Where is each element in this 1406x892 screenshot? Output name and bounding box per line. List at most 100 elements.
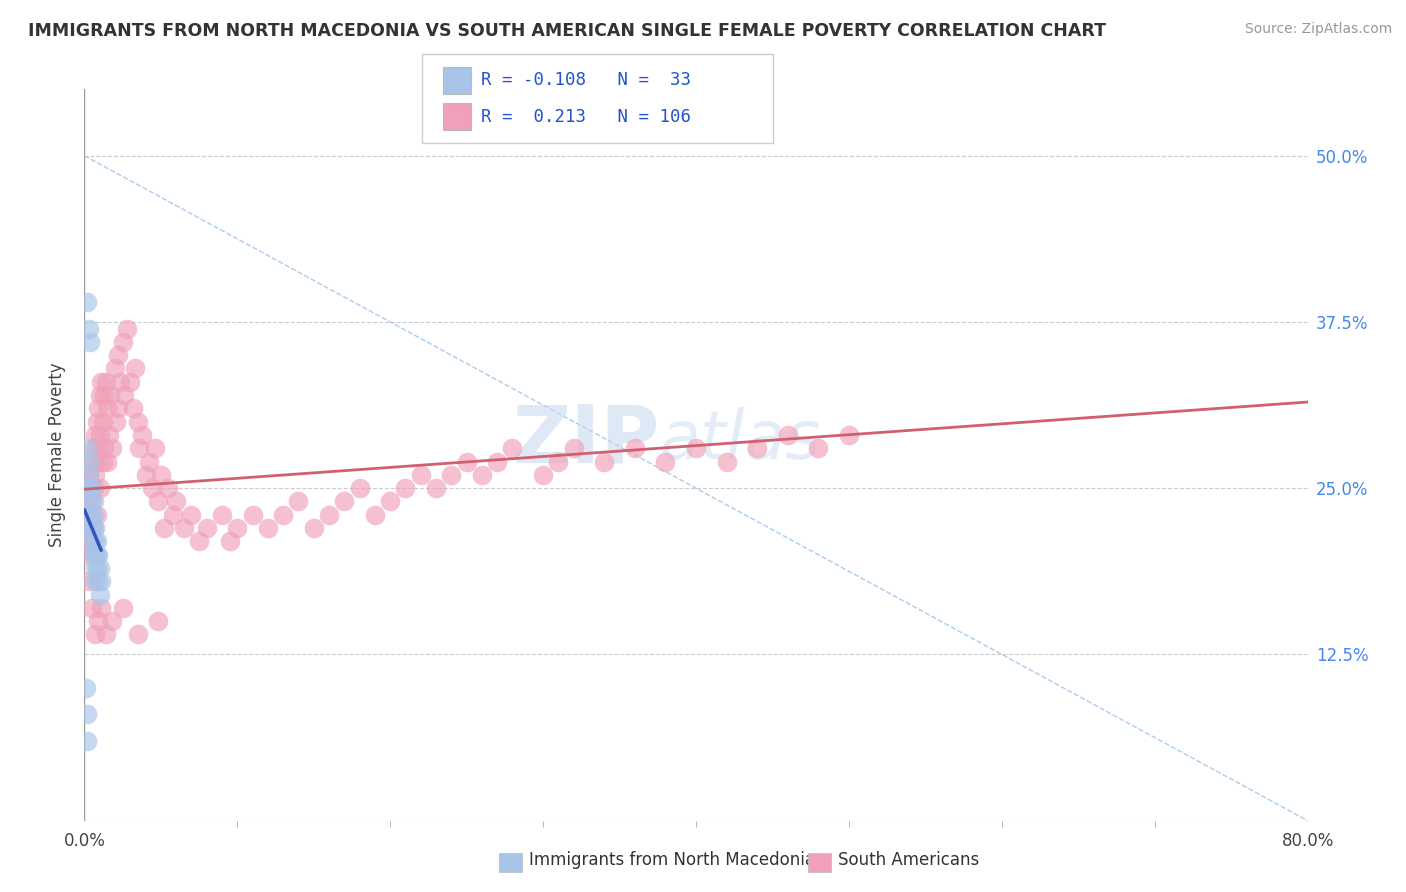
Y-axis label: Single Female Poverty: Single Female Poverty xyxy=(48,363,66,547)
Point xyxy=(486,454,509,468)
Point xyxy=(149,467,172,482)
Point xyxy=(84,561,107,575)
Point xyxy=(77,574,100,589)
Text: Source: ZipAtlas.com: Source: ZipAtlas.com xyxy=(1244,22,1392,37)
Text: ZIP: ZIP xyxy=(512,401,659,479)
Point xyxy=(80,481,103,495)
Point xyxy=(77,481,100,495)
Point xyxy=(108,375,131,389)
Point xyxy=(838,428,860,442)
Point xyxy=(218,534,240,549)
Point xyxy=(93,442,115,456)
Point xyxy=(547,454,569,468)
Point xyxy=(654,454,676,468)
Point xyxy=(122,401,145,416)
Point xyxy=(127,627,149,641)
Point xyxy=(89,481,111,495)
Point xyxy=(83,548,105,562)
Point xyxy=(80,454,103,468)
Point xyxy=(440,467,463,482)
Point xyxy=(97,428,120,442)
Text: IMMIGRANTS FROM NORTH MACEDONIA VS SOUTH AMERICAN SINGLE FEMALE POVERTY CORRELAT: IMMIGRANTS FROM NORTH MACEDONIA VS SOUTH… xyxy=(28,22,1107,40)
Point xyxy=(94,627,117,641)
Point xyxy=(86,548,108,562)
Point xyxy=(84,521,107,535)
Point xyxy=(90,600,112,615)
Point xyxy=(364,508,387,522)
Point xyxy=(80,600,103,615)
Point xyxy=(86,454,108,468)
Point xyxy=(162,508,184,522)
Point xyxy=(86,534,108,549)
Point xyxy=(101,614,124,628)
Point xyxy=(128,442,150,456)
Point xyxy=(87,574,110,589)
Point xyxy=(98,388,121,402)
Point xyxy=(302,521,325,535)
Point xyxy=(83,442,105,456)
Point xyxy=(747,442,769,456)
Point xyxy=(685,442,707,456)
Point xyxy=(86,415,108,429)
Point xyxy=(271,508,294,522)
Point xyxy=(94,375,117,389)
Text: Immigrants from North Macedonia: Immigrants from North Macedonia xyxy=(529,851,814,869)
Point xyxy=(80,494,103,508)
Point xyxy=(135,467,157,482)
Point xyxy=(76,494,98,508)
Point xyxy=(76,534,98,549)
Point xyxy=(77,508,100,522)
Point xyxy=(146,614,169,628)
Point xyxy=(157,481,180,495)
Point xyxy=(101,442,124,456)
Point xyxy=(153,521,176,535)
Point xyxy=(77,508,100,522)
Point xyxy=(143,442,166,456)
Point xyxy=(146,494,169,508)
Point xyxy=(287,494,309,508)
Point xyxy=(90,375,112,389)
Point xyxy=(180,508,202,522)
Point xyxy=(471,467,494,482)
Point xyxy=(96,454,118,468)
Point xyxy=(105,415,128,429)
Point xyxy=(90,574,112,589)
Point xyxy=(84,534,107,549)
Point xyxy=(111,600,134,615)
Point xyxy=(593,454,616,468)
Point xyxy=(76,707,98,722)
Point xyxy=(115,321,138,335)
Point xyxy=(776,428,799,442)
Point xyxy=(165,494,187,508)
Point xyxy=(226,521,249,535)
Point xyxy=(89,561,111,575)
Point xyxy=(104,361,127,376)
Point xyxy=(84,548,107,562)
Point xyxy=(75,681,97,695)
Point xyxy=(425,481,447,495)
Point xyxy=(349,481,371,495)
Point xyxy=(79,521,101,535)
Point xyxy=(84,574,107,589)
Point xyxy=(87,401,110,416)
Point xyxy=(79,521,101,535)
Point xyxy=(394,481,416,495)
Point xyxy=(112,388,135,402)
Point xyxy=(318,508,340,522)
Point xyxy=(77,467,100,482)
Text: South Americans: South Americans xyxy=(838,851,979,869)
Point xyxy=(76,734,98,748)
Point xyxy=(502,442,524,456)
Point xyxy=(127,415,149,429)
Point xyxy=(83,481,105,495)
Text: atlas: atlas xyxy=(659,408,820,474)
Point xyxy=(716,454,738,468)
Point xyxy=(89,588,111,602)
Point xyxy=(76,442,98,456)
Point xyxy=(807,442,830,456)
Point xyxy=(131,428,153,442)
Point xyxy=(77,321,100,335)
Point xyxy=(79,334,101,349)
Point xyxy=(79,534,101,549)
Point xyxy=(89,388,111,402)
